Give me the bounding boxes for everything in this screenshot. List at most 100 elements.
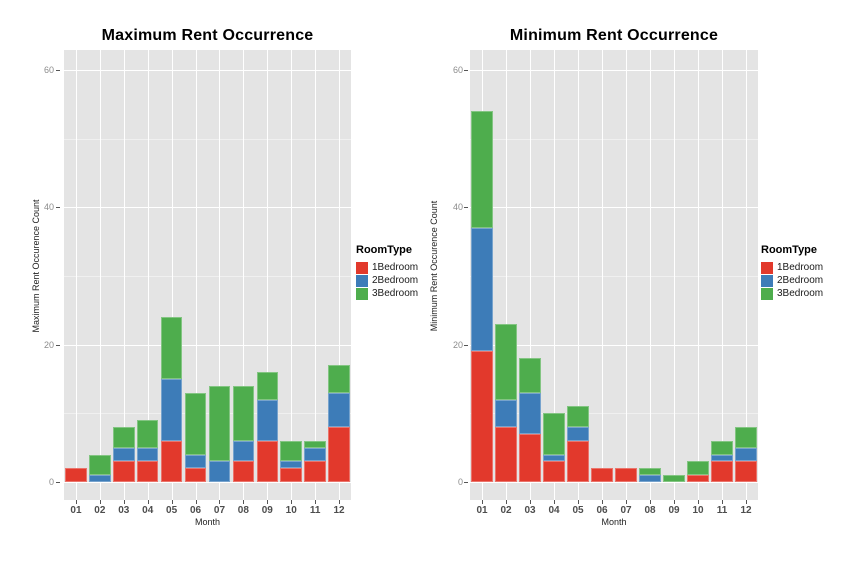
y-tick-mark — [464, 344, 468, 346]
bar-segment-3bedroom-month-11 — [304, 440, 326, 448]
bar-segment-1bedroom-month-01 — [65, 468, 87, 482]
bar-segment-1bedroom-month-05 — [567, 440, 589, 482]
bar-segment-3bedroom-month-04 — [136, 420, 159, 448]
bar-segment-2bedroom-month-05 — [160, 378, 183, 441]
y-tick-label: 60 — [452, 64, 463, 75]
bar-segment-1bedroom-month-07 — [615, 468, 637, 482]
bar-segment-3bedroom-month-06 — [184, 392, 207, 455]
gridline-vertical — [195, 50, 197, 500]
legend-item: 1Bedroom — [761, 262, 836, 274]
x-tick-label-month-10: 10 — [285, 505, 297, 516]
x-tick-label-month-09: 09 — [261, 505, 273, 516]
y-tick-mark — [56, 207, 60, 209]
bar-segment-1bedroom-month-12 — [328, 427, 350, 482]
gridline-major — [64, 69, 351, 71]
x-tick-label-month-08: 08 — [644, 505, 656, 516]
bar-segment-2bedroom-month-04 — [136, 447, 159, 462]
gridline-vertical — [267, 50, 269, 500]
x-tick-mark — [219, 500, 221, 504]
bar-segment-3bedroom-month-12 — [735, 427, 757, 448]
x-tick-mark — [746, 500, 747, 504]
legend-label: 3Bedroom — [372, 288, 419, 299]
plot-panel — [64, 50, 351, 500]
bar-segment-3bedroom-month-05 — [567, 406, 589, 428]
bar-segment-1bedroom-month-05 — [160, 440, 183, 482]
x-tick-mark — [626, 500, 627, 504]
x-tick-mark — [722, 500, 723, 504]
bar-segment-3bedroom-month-02 — [495, 323, 517, 400]
bar-segment-3bedroom-month-07 — [208, 385, 231, 462]
bar-segment-1bedroom-month-06 — [591, 468, 613, 482]
y-tick-label: 0 — [457, 477, 463, 487]
legend-item: 3Bedroom — [356, 288, 431, 300]
x-tick-label-month-05: 05 — [166, 505, 178, 516]
x-tick-label-month-10: 10 — [692, 505, 704, 516]
gridline-minor — [470, 275, 758, 277]
bar-segment-2bedroom-month-11 — [304, 447, 326, 462]
x-tick-label-month-07: 07 — [620, 505, 632, 516]
y-tick-label: 40 — [452, 202, 463, 213]
legend-item: 3Bedroom — [761, 288, 836, 300]
legend-item: 2Bedroom — [356, 275, 431, 287]
x-tick-mark — [267, 500, 269, 504]
gridline-vertical — [171, 50, 173, 500]
x-tick-mark — [75, 500, 77, 504]
y-tick-mark — [464, 207, 468, 209]
gridline-minor — [470, 413, 758, 415]
gridline-major — [470, 482, 758, 483]
x-tick-label-month-11: 11 — [716, 505, 728, 516]
legend-label: 2Bedroom — [372, 275, 419, 286]
bar-segment-1bedroom-month-03 — [113, 461, 135, 482]
x-axis-title: Month — [194, 517, 220, 527]
bar-segment-2bedroom-month-09 — [256, 399, 279, 441]
gridline-vertical — [243, 50, 245, 500]
legend-title: RoomType — [761, 244, 818, 256]
gridline-minor — [64, 275, 351, 277]
legend-label: 1Bedroom — [777, 262, 824, 273]
x-tick-mark — [554, 500, 555, 504]
bar-segment-1bedroom-month-06 — [184, 468, 207, 482]
x-tick-mark — [339, 500, 341, 504]
gridline-major — [64, 344, 351, 346]
x-tick-label-month-12: 12 — [740, 505, 752, 516]
x-tick-mark — [698, 500, 699, 504]
bar-segment-2bedroom-month-05 — [567, 427, 589, 441]
x-axis-title: Month — [601, 517, 627, 527]
x-tick-mark — [674, 500, 675, 504]
gridline-vertical — [123, 50, 125, 500]
gridline-minor — [470, 138, 758, 140]
gridline-vertical — [339, 50, 341, 500]
bar-segment-3bedroom-month-08 — [639, 468, 661, 476]
bar-segment-1bedroom-month-03 — [519, 433, 541, 482]
bar-segment-1bedroom-month-04 — [136, 461, 159, 482]
bar-segment-3bedroom-month-04 — [543, 413, 565, 455]
bar-segment-3bedroom-month-10 — [280, 440, 302, 462]
legend-swatch-2bedroom — [761, 275, 773, 287]
y-tick-label: 40 — [43, 202, 54, 213]
gridline-major — [470, 207, 758, 209]
gridline-major — [470, 69, 758, 71]
x-tick-mark — [602, 500, 603, 504]
x-tick-label-month-04: 04 — [548, 505, 560, 516]
bar-segment-1bedroom-month-10 — [280, 468, 302, 482]
bar-segment-2bedroom-month-03 — [113, 447, 135, 462]
plot-panel — [470, 50, 758, 500]
bar-segment-3bedroom-month-12 — [328, 365, 350, 393]
legend-label: 2Bedroom — [777, 275, 824, 286]
gridline-vertical — [99, 50, 101, 500]
gridline-vertical — [75, 50, 77, 500]
gridline-vertical — [650, 50, 651, 500]
gridline-vertical — [315, 50, 317, 500]
y-tick-mark — [56, 482, 60, 483]
x-tick-label-month-06: 06 — [189, 505, 202, 516]
gridline-vertical — [147, 50, 149, 500]
gridline-minor — [64, 413, 351, 415]
bar-segment-1bedroom-month-10 — [687, 475, 709, 482]
x-tick-label-month-12: 12 — [333, 505, 345, 516]
gridline-major — [64, 207, 351, 209]
legend-item: 2Bedroom — [761, 275, 836, 287]
legend-label: 1Bedroom — [372, 262, 419, 273]
bar-segment-2bedroom-month-11 — [711, 454, 733, 462]
legend-title: RoomType — [356, 244, 413, 256]
x-tick-mark — [578, 500, 579, 504]
